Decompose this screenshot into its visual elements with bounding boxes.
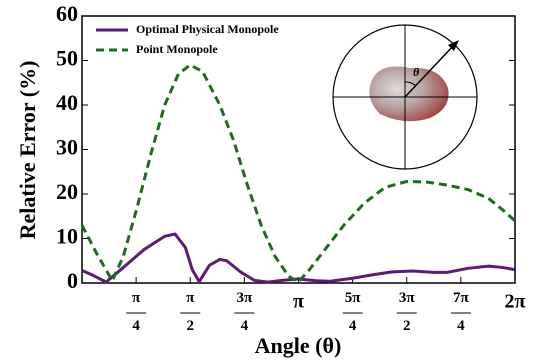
y-tick-label: 30 — [56, 135, 78, 160]
fraction-numerator: 5π — [345, 290, 362, 306]
fraction-denominator: 4 — [349, 318, 357, 334]
x-tick-label: 3π 4 — [237, 290, 254, 334]
x-tick-label: 7π 4 — [453, 290, 470, 334]
line — [81, 232, 516, 285]
fraction-numerator: π — [132, 290, 141, 306]
inset-arrowhead — [448, 40, 459, 51]
fraction-denominator: 2 — [187, 318, 195, 334]
inset: θ — [332, 24, 478, 170]
x-tick-label: π — [293, 291, 304, 313]
legend-label: Optimal Physical Monopole — [136, 22, 279, 36]
inset-label: θ — [413, 65, 420, 79]
x-axis-label: Angle (θ) — [255, 333, 342, 358]
fraction-numerator: 3π — [399, 290, 416, 306]
fraction-numerator: 7π — [453, 290, 470, 306]
y-tick-label: 60 — [56, 1, 78, 26]
fraction-denominator: 4 — [457, 318, 465, 334]
x-tick-label: 3π 2 — [399, 290, 416, 334]
fraction-denominator: 4 — [132, 318, 140, 334]
line — [80, 63, 516, 285]
y-tick-label: 20 — [56, 179, 78, 204]
legend-label: Point Monopole — [136, 42, 218, 56]
fraction-denominator: 4 — [241, 318, 249, 334]
y-axis-label: Relative Error (%) — [15, 61, 40, 240]
fraction-numerator: π — [186, 290, 195, 306]
x-tick-label: 5π 4 — [345, 290, 362, 334]
fraction-numerator: 3π — [237, 290, 254, 306]
y-tick-label: 10 — [56, 224, 78, 249]
x-tick-label: 2π — [505, 291, 526, 313]
y-tick-label: 40 — [56, 90, 78, 115]
y-tick-label: 50 — [56, 46, 78, 71]
inset-arrow — [404, 43, 456, 98]
y-tick-label: 0 — [67, 268, 78, 293]
inset-angle-arc — [404, 81, 417, 87]
fraction-denominator: 2 — [403, 318, 411, 334]
